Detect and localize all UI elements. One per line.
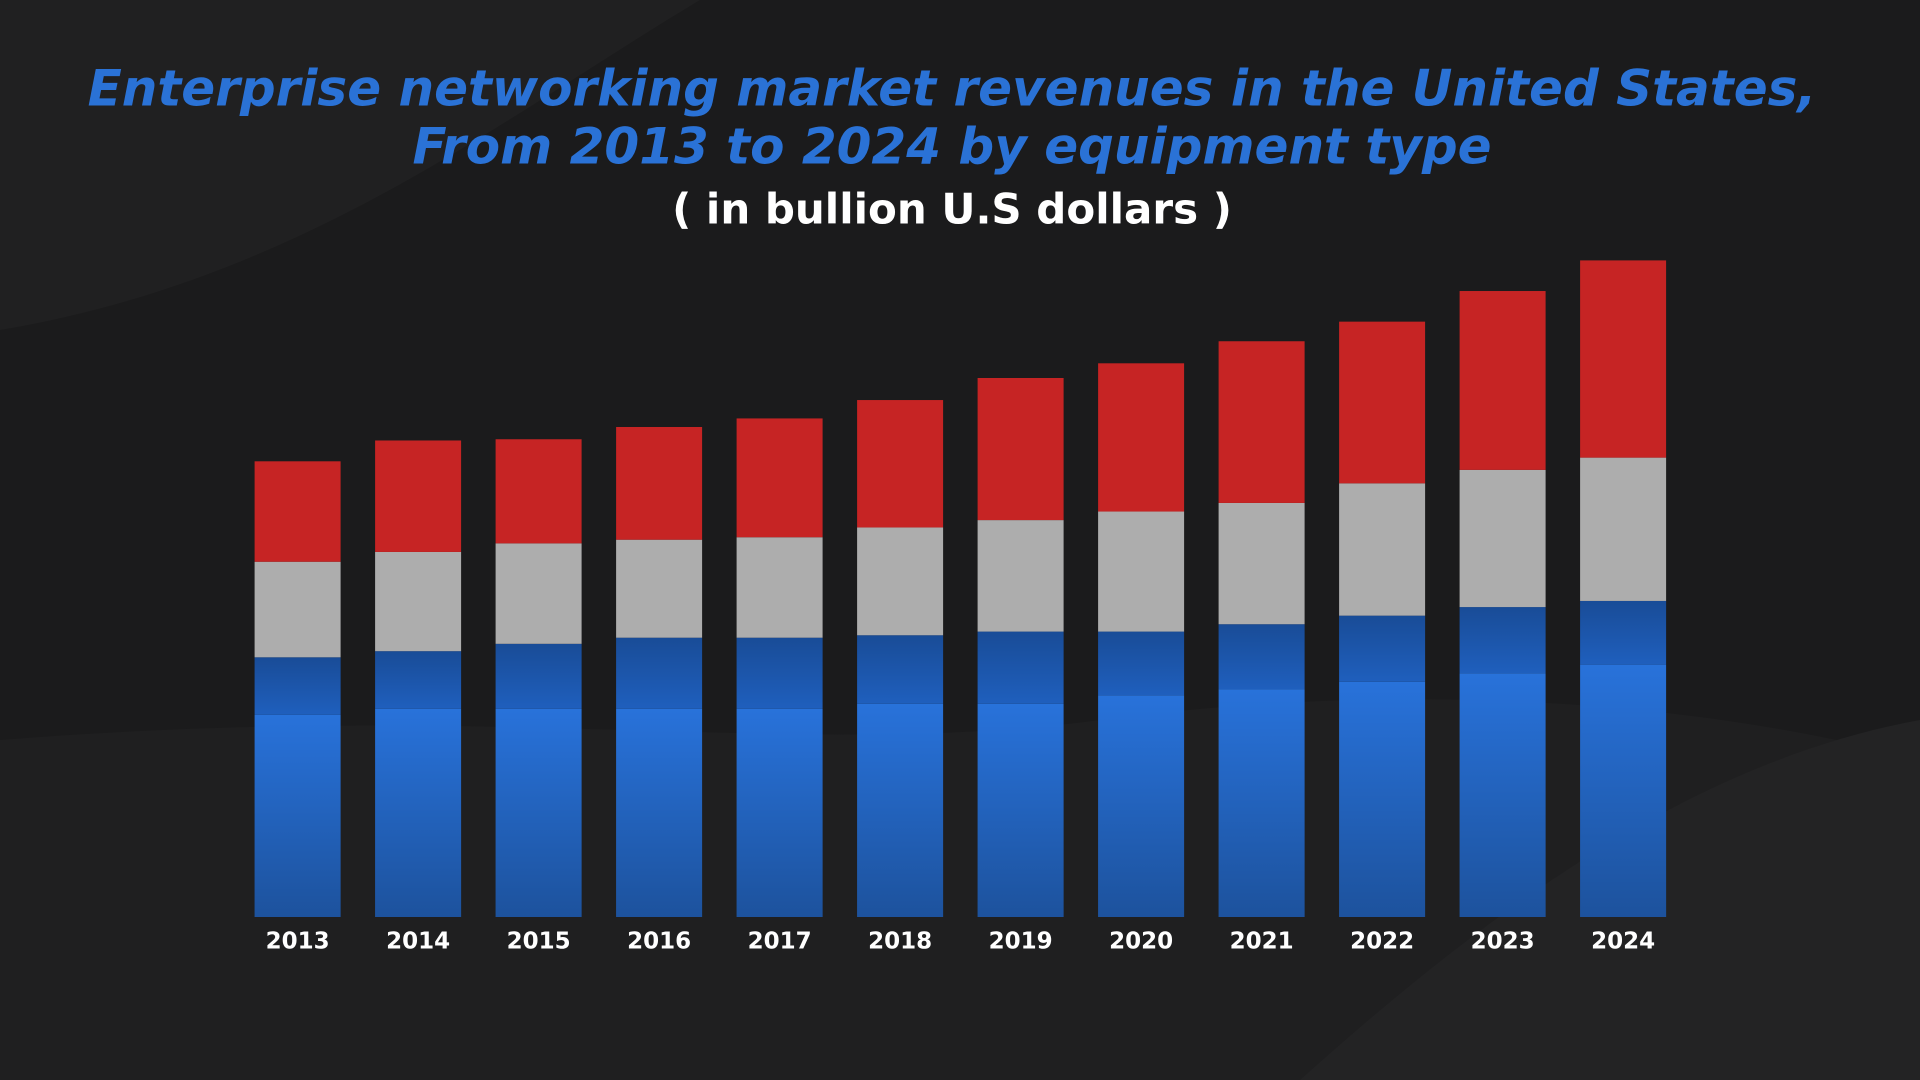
bar-shade: [254, 657, 341, 715]
bar-segment: [375, 440, 462, 552]
x-tick-label: 2013: [266, 929, 330, 955]
bar-segment: [736, 537, 823, 638]
bar-segment: [495, 439, 582, 544]
bar-segment: [616, 539, 703, 638]
x-tick-label: 2024: [1591, 929, 1655, 955]
bar-shade: [1580, 600, 1667, 665]
bar-shade: [1339, 681, 1426, 917]
x-tick-label: 2020: [1109, 929, 1173, 955]
bar-segment: [375, 551, 462, 652]
bar-segment: [1580, 260, 1667, 458]
bar-segment: [1339, 483, 1426, 616]
x-tick-label: 2016: [627, 929, 691, 955]
x-tick-label: 2023: [1471, 929, 1535, 955]
bar-shade: [616, 637, 703, 709]
chart-title: From 2013 to 2024 by equipment type: [412, 118, 1491, 176]
bar-shade: [1098, 631, 1185, 696]
chart-title: Enterprise networking market revenues in…: [88, 60, 1817, 118]
bar-segment: [977, 378, 1064, 521]
bar-shade: [1218, 624, 1305, 690]
bar-shade: [736, 637, 823, 709]
bar-segment: [857, 527, 944, 636]
bar-segment: [1459, 291, 1546, 470]
bar-segment: [495, 543, 582, 644]
bar-segment: [1218, 341, 1305, 503]
bar-segment: [1339, 321, 1426, 484]
x-tick-label: 2019: [989, 929, 1053, 955]
bar-shade: [857, 635, 944, 704]
x-tick-label: 2022: [1350, 929, 1414, 955]
bar-shade: [375, 651, 462, 709]
bar-shade: [1459, 673, 1546, 917]
bar-segment: [1218, 502, 1305, 625]
bar-shade: [1339, 615, 1426, 682]
bar-segment: [977, 520, 1064, 632]
x-tick-label: 2017: [748, 929, 812, 955]
bar-shade: [254, 714, 341, 917]
bar-segment: [1098, 511, 1185, 632]
bar-shade: [1218, 689, 1305, 917]
bar-segment: [736, 418, 823, 538]
bar-segment: [254, 461, 341, 562]
bar-segment: [254, 561, 341, 658]
bar-shade: [375, 708, 462, 917]
bar-shade: [857, 703, 944, 917]
bar-segment: [1580, 457, 1667, 601]
x-tick-label: 2021: [1230, 929, 1294, 955]
background-wave: [0, 0, 700, 330]
bar-shade: [495, 708, 582, 917]
bar-segment: [616, 427, 703, 540]
bar-shade: [616, 708, 703, 917]
bar-shade: [1098, 695, 1185, 917]
bar-segment: [1459, 469, 1546, 608]
bar-shade: [977, 631, 1064, 704]
x-tick-label: 2014: [386, 929, 450, 955]
bar-segment: [857, 400, 944, 528]
bar-shade: [495, 643, 582, 709]
bar-shade: [736, 708, 823, 917]
bar-shade: [1459, 607, 1546, 674]
bar-shade: [1580, 664, 1667, 917]
bar-shade: [977, 703, 1064, 917]
bar-segment: [1098, 363, 1185, 512]
x-tick-label: 2015: [507, 929, 571, 955]
chart-subtitle: ( in bullion U.S dollars ): [672, 185, 1232, 234]
x-tick-label: 2018: [868, 929, 932, 955]
